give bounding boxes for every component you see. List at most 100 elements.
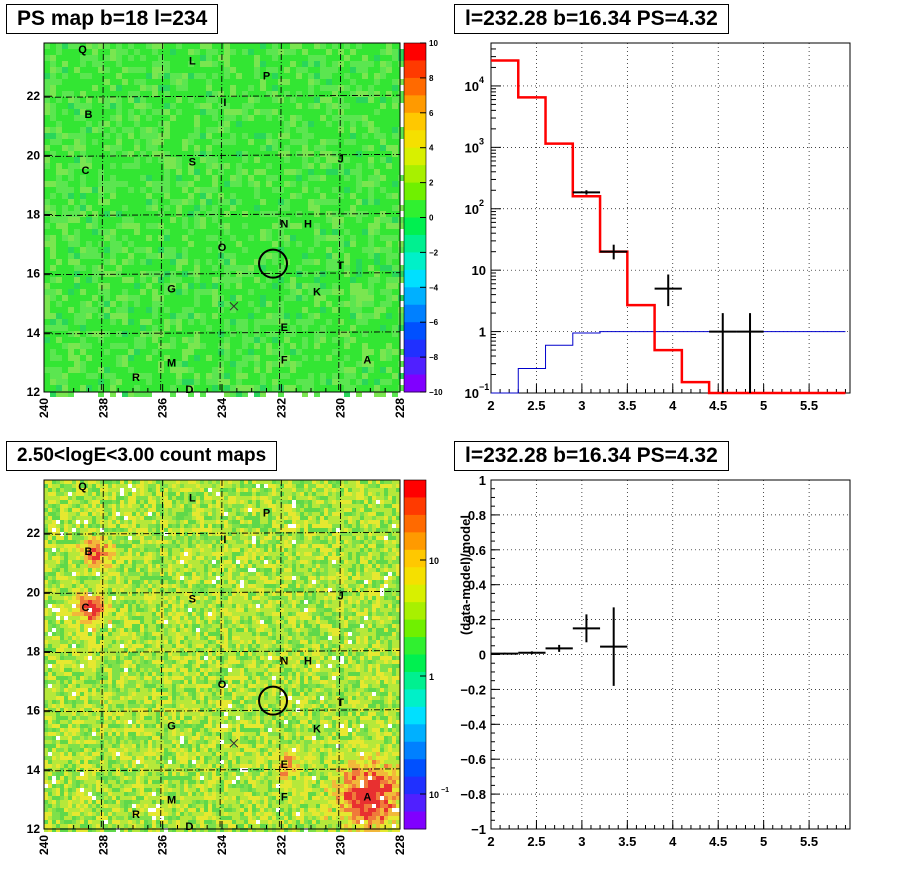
map-pixel: [192, 524, 196, 528]
map-pixel: [284, 169, 290, 175]
map-pixel: [152, 295, 158, 301]
map-pixel: [236, 367, 242, 373]
map-pixel: [328, 524, 332, 528]
map-pixel: [182, 79, 188, 85]
map-pixel: [140, 79, 146, 85]
map-pixel: [56, 67, 62, 73]
map-pixel: [248, 355, 254, 361]
map-pixel: [232, 488, 236, 492]
map-pixel: [160, 504, 164, 508]
map-pixel: [176, 277, 182, 283]
map-pixel: [56, 139, 62, 145]
map-pixel: [100, 572, 104, 576]
map-pixel: [288, 584, 292, 588]
map-pixel: [144, 616, 148, 620]
map-pixel: [158, 157, 164, 163]
map-pixel: [50, 319, 56, 325]
map-pixel: [218, 367, 224, 373]
map-pixel: [172, 596, 176, 600]
map-pixel: [208, 508, 212, 512]
map-pixel: [228, 552, 232, 556]
map-pixel: [356, 67, 362, 73]
map-pixel: [388, 580, 392, 584]
map-pixel: [74, 133, 80, 139]
map-pixel: [276, 604, 280, 608]
map-pixel: [344, 85, 350, 91]
map-pixel: [56, 289, 62, 295]
map-pixel: [116, 97, 122, 103]
map-pixel: [160, 520, 164, 524]
map-pixel: [344, 572, 348, 576]
map-pixel: [192, 488, 196, 492]
map-pixel: [398, 247, 404, 253]
map-pixel: [248, 496, 252, 500]
map-pixel: [98, 253, 104, 259]
map-pixel: [80, 536, 84, 540]
map-pixel: [360, 500, 364, 504]
map-pixel: [364, 480, 368, 484]
map-pixel: [284, 572, 288, 576]
map-pixel: [156, 504, 160, 508]
map-pixel: [290, 169, 296, 175]
map-pixel: [98, 283, 104, 289]
map-pixel: [392, 133, 398, 139]
map-pixel: [50, 85, 56, 91]
map-pixel: [44, 588, 48, 592]
map-pixel: [240, 576, 244, 580]
map-pixel: [356, 480, 360, 484]
map-pixel: [204, 516, 208, 520]
map-pixel: [388, 608, 392, 612]
map-pixel: [50, 289, 56, 295]
map-pixel: [392, 500, 396, 504]
map-pixel: [216, 604, 220, 608]
map-pixel: [176, 524, 180, 528]
map-pixel: [176, 480, 180, 484]
map-pixel: [364, 576, 368, 580]
map-pixel: [384, 576, 388, 580]
map-pixel: [48, 588, 52, 592]
map-pixel: [248, 528, 252, 532]
map-pixel: [316, 596, 320, 600]
map-pixel: [56, 187, 62, 193]
map-pixel: [348, 572, 352, 576]
map-pixel: [340, 576, 344, 580]
map-pixel: [254, 67, 260, 73]
map-pixel: [376, 484, 380, 488]
map-pixel: [68, 584, 72, 588]
map-pixel: [248, 532, 252, 536]
map-pixel: [134, 139, 140, 145]
map-pixel: [352, 496, 356, 500]
map-pixel: [328, 556, 332, 560]
map-pixel: [56, 79, 62, 85]
map-pixel: [208, 520, 212, 524]
map-pixel: [158, 211, 164, 217]
map-pixel: [188, 612, 192, 616]
map-pixel: [136, 600, 140, 604]
map-pixel: [328, 548, 332, 552]
map-pixel: [88, 484, 92, 488]
map-pixel: [216, 532, 220, 536]
map-pixel: [74, 109, 80, 115]
map-pixel: [44, 488, 48, 492]
map-pixel: [76, 604, 80, 608]
map-pixel: [374, 175, 380, 181]
map-pixel: [392, 205, 398, 211]
map-pixel: [312, 588, 316, 592]
map-pixel: [80, 620, 84, 624]
map-pixel: [48, 580, 52, 584]
map-pixel: [292, 540, 296, 544]
map-pixel: [244, 624, 248, 628]
map-pixel: [276, 488, 280, 492]
map-pixel: [380, 484, 384, 488]
map-pixel: [374, 217, 380, 223]
map-pixel: [228, 532, 232, 536]
map-pixel: [110, 115, 116, 121]
map-pixel: [128, 43, 134, 49]
map-pixel: [96, 604, 100, 608]
map-pixel: [316, 540, 320, 544]
colorbar-segment: [404, 183, 426, 201]
map-pixel: [314, 43, 320, 49]
map-pixel: [388, 528, 392, 532]
map-pixel: [56, 564, 60, 568]
map-pixel: [196, 544, 200, 548]
